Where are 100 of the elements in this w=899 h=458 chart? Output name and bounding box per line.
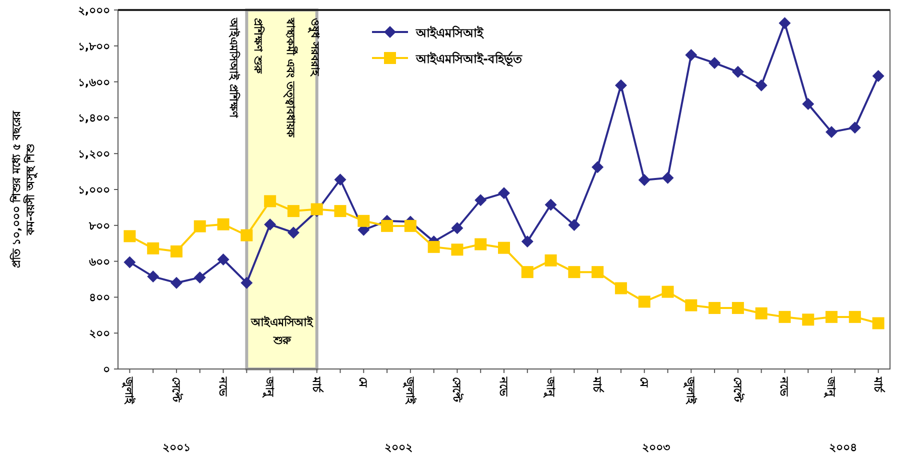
point — [124, 230, 136, 242]
x-tick-label: সেপ্টে — [730, 377, 745, 403]
point — [170, 276, 182, 289]
point — [732, 302, 744, 314]
point — [685, 49, 698, 62]
y-tick-label: ০ — [103, 363, 110, 376]
point — [240, 229, 253, 242]
point — [592, 266, 604, 278]
point — [592, 161, 604, 174]
x-tick-label: সেপ্টে — [450, 377, 464, 403]
point — [614, 282, 627, 294]
x-tick-label: জানু — [824, 376, 838, 398]
point — [708, 302, 721, 314]
point — [544, 254, 557, 266]
point — [568, 219, 580, 232]
x-tick-label: মে — [637, 377, 650, 388]
point — [802, 98, 814, 110]
x-tick-label: জানু — [262, 376, 276, 398]
x-tick-label: জুলাই — [402, 376, 418, 405]
point — [662, 286, 674, 298]
legend-label: আইএমসিআই — [415, 25, 484, 40]
point — [614, 79, 627, 92]
point — [194, 220, 206, 232]
y-tick-label: ২০০ — [89, 327, 110, 340]
point — [217, 254, 230, 266]
point — [544, 198, 557, 211]
x-tick-label: মার্চ — [310, 376, 324, 393]
annotation: স্বাস্থ্যকর্মী এবং তত্ত্বাবধায়ক — [283, 17, 298, 139]
point — [872, 70, 884, 82]
point — [170, 245, 182, 258]
y-tick-label: ১,৬০০ — [78, 76, 110, 89]
annotation: আইএমসিআই শুরু — [250, 314, 314, 347]
annotation: আইএমসিআই প্রশিক্ষণ — [226, 17, 241, 119]
point — [802, 314, 814, 326]
y-tick-label: ১,২০০ — [78, 148, 110, 161]
x-tick-label: সেপ্টে — [169, 377, 184, 403]
point — [826, 126, 838, 138]
point — [778, 310, 791, 323]
point — [521, 266, 534, 278]
point — [521, 236, 534, 248]
point — [474, 238, 487, 250]
point — [147, 242, 160, 254]
point — [662, 172, 674, 184]
point — [287, 226, 300, 239]
y-tick-label: ২,০০০ — [78, 4, 110, 17]
point — [848, 122, 861, 134]
point — [404, 220, 416, 232]
y-tick-label: ১,৮০০ — [78, 40, 110, 53]
x-tick-label: মার্চ — [871, 376, 886, 393]
point — [568, 266, 580, 278]
text: ২০০২ — [384, 441, 413, 454]
y-tick-label: ১,০০০ — [78, 184, 110, 196]
point — [498, 242, 510, 254]
point — [755, 79, 768, 92]
y-tick-label: ৪০০ — [89, 291, 110, 304]
point — [217, 218, 230, 230]
text: ২০০৪ — [829, 441, 858, 454]
point — [264, 195, 276, 208]
point — [124, 256, 136, 268]
point — [755, 307, 768, 320]
x-tick-label: নভে — [216, 376, 230, 397]
annotation: ওষুধ সরবরাহ — [308, 18, 322, 77]
x-tick-label: জুলাই — [122, 376, 137, 405]
text: ২০০৩ — [642, 441, 670, 454]
x-tick-label: জানু — [542, 376, 557, 398]
point — [451, 222, 464, 234]
point — [451, 244, 464, 256]
x-tick-label: মে — [356, 377, 370, 388]
legend-label: আইএমসিআই-বহির্ভূত — [415, 51, 523, 68]
point — [638, 174, 650, 186]
text: ২০০১ — [162, 441, 190, 454]
y-tick-label: ৮০০ — [88, 219, 110, 232]
annotation: প্রশিক্ষণ শুরু — [251, 18, 266, 74]
point — [732, 66, 744, 78]
point — [194, 271, 206, 284]
point — [240, 276, 253, 289]
point — [287, 205, 300, 218]
point — [264, 218, 276, 231]
x-tick-label: নভে — [497, 376, 510, 397]
point — [147, 270, 160, 283]
point — [498, 187, 510, 200]
point — [334, 205, 346, 218]
point — [474, 194, 487, 206]
x-tick-label: মার্চ — [590, 376, 605, 393]
point — [358, 214, 370, 227]
point — [778, 17, 791, 30]
point — [826, 310, 838, 323]
y-tick-label: ৬০০ — [89, 255, 110, 268]
point — [428, 240, 440, 253]
point — [381, 220, 394, 232]
point — [638, 296, 650, 308]
y-axis-title: প্রতি ১০,০০০ শিশুর মধ্যে ৫ বছরের কম-বয়সী অসুস্থ শিশু — [9, 110, 38, 268]
x-tick-label: নভে — [778, 376, 791, 397]
point — [334, 174, 346, 186]
point — [872, 317, 884, 330]
point — [848, 310, 861, 323]
point — [708, 56, 721, 69]
y-tick-label: ১,৪০০ — [78, 112, 110, 125]
x-tick-label: জুলাই — [683, 376, 698, 405]
point — [685, 299, 698, 312]
